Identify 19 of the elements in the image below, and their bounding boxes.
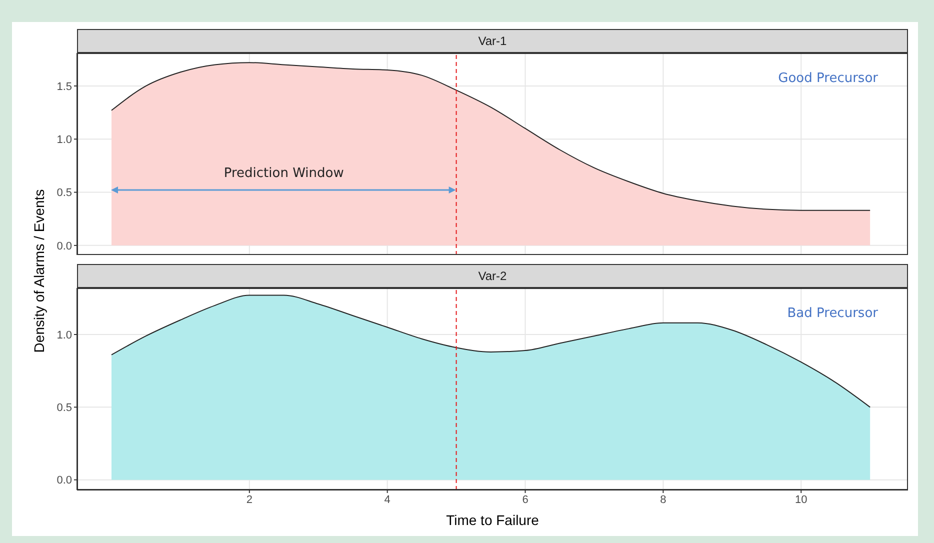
x-tick-label: 4 bbox=[384, 494, 390, 506]
y-tick-label: 0.5 bbox=[56, 187, 72, 200]
x-tick-label: 10 bbox=[794, 494, 808, 506]
annotation: Good Precursor bbox=[777, 71, 878, 86]
chart-title: Var-2 bbox=[77, 264, 908, 288]
x-tick-label: 8 bbox=[660, 494, 666, 506]
y-tick-label: 0.0 bbox=[56, 474, 72, 487]
annotation: Bad Precursor bbox=[786, 306, 878, 321]
y-tick-label: 1.0 bbox=[56, 329, 72, 342]
chart-title: Var-1 bbox=[77, 29, 908, 53]
y-tick-label: 0.0 bbox=[56, 240, 72, 252]
annotation: Prediction Window bbox=[222, 166, 345, 182]
x-axis-title: Time to Failure bbox=[445, 512, 540, 528]
y-tick-label: 1.5 bbox=[56, 80, 72, 93]
y-tick-label: 0.5 bbox=[56, 402, 72, 414]
y-tick-label: 1.0 bbox=[56, 134, 72, 146]
x-tick-label: 6 bbox=[522, 494, 528, 506]
x-tick-label: 2 bbox=[246, 494, 252, 506]
y-axis-title: Density of Alarms / Events bbox=[31, 188, 48, 355]
